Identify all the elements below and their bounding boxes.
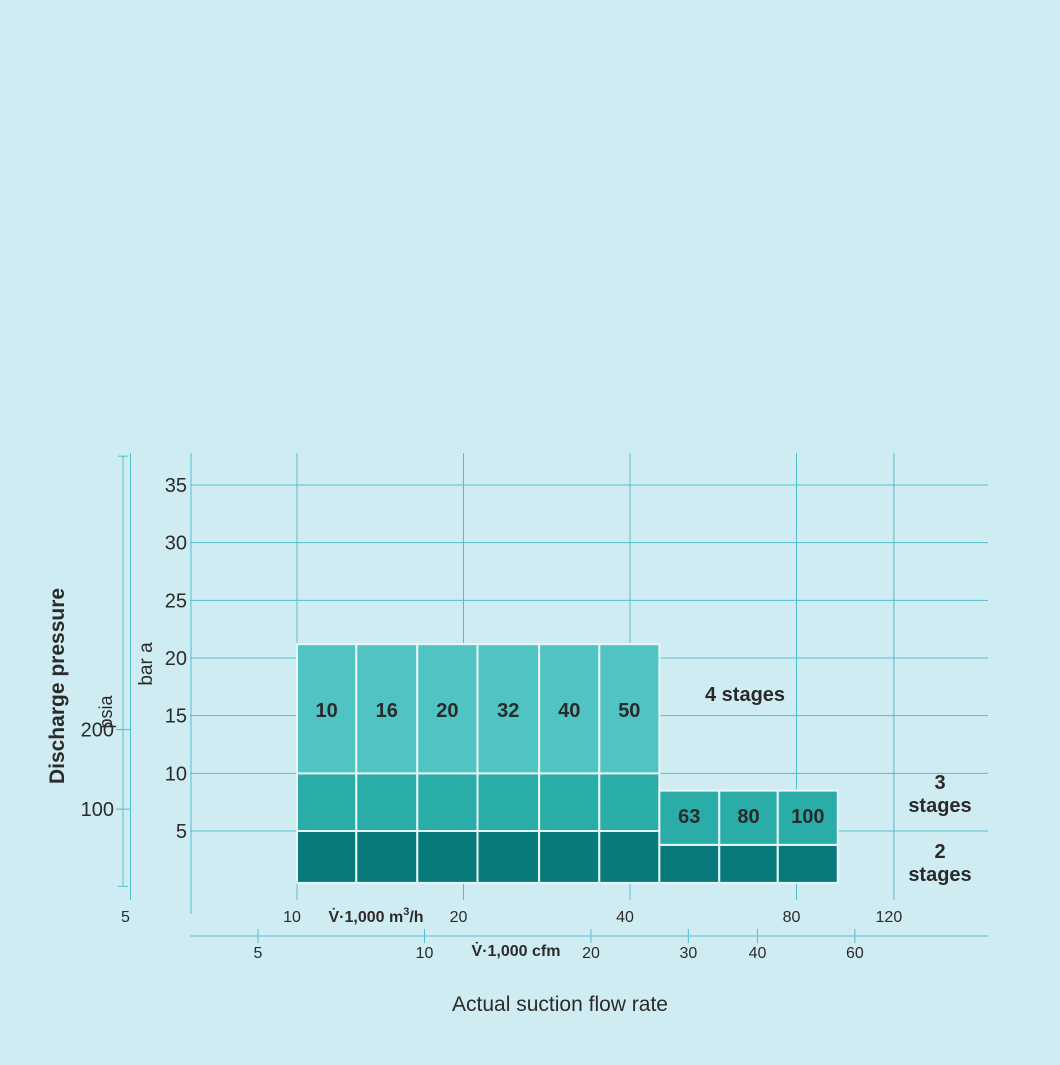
- axes-layer: 5 10 15 20 25 30 35 100 200 5 10 20 40 80 120 5 10 20 30 40…: [81, 453, 988, 962]
- bar-size-100-stage-2: [776, 843, 839, 884]
- bar-size-40-stage-3: [538, 772, 601, 832]
- bar-size-16-stage-3: [355, 772, 419, 832]
- bar-size-63-stage-2: [658, 843, 721, 884]
- stage-label-2-line-0: 2: [934, 841, 945, 863]
- bar-size-50-stage-2: [598, 830, 661, 884]
- x-cfm-tick-label-10: 10: [416, 945, 434, 962]
- y-tick-label-25: 25: [165, 590, 187, 612]
- stage-label-3: 3 stages: [908, 772, 971, 817]
- size-label-32: 32: [497, 700, 519, 722]
- y-tick-label-35: 35: [165, 475, 187, 497]
- bar-size-32-stage-4: [476, 643, 541, 775]
- x-m3h-tick-label-80: 80: [783, 909, 801, 926]
- y-axis-title: Discharge pressure: [46, 588, 69, 784]
- stage-label-4: 4 stages: [705, 684, 785, 706]
- x-cfm-tick-label-60: 60: [846, 945, 864, 962]
- size-label-40: 40: [558, 700, 580, 722]
- psia-tick-label-100: 100: [81, 799, 114, 821]
- x-cfm-tick-label-40: 40: [749, 945, 767, 962]
- bar-size-10-stage-3: [296, 772, 358, 832]
- x-cfm-tick-label-5: 5: [254, 945, 263, 962]
- size-label-20: 20: [436, 700, 458, 722]
- psia-tick-label-200: 200: [81, 720, 114, 742]
- psia-axis-label: psia: [96, 695, 116, 729]
- y-tick-label-20: 20: [165, 648, 187, 670]
- bar-size-20-stage-3: [416, 772, 479, 832]
- stage-label-3-line-1: stages: [908, 795, 971, 817]
- bar-size-16-stage-2: [355, 830, 419, 884]
- m3h-label-superscript: 3: [403, 906, 409, 918]
- cfm-axis-label: V̇·1,000 cfm: [472, 942, 561, 960]
- size-label-80: 80: [737, 806, 759, 828]
- m3h-label-suffix: /h: [409, 909, 423, 926]
- bar-size-40-stage-2: [538, 830, 601, 884]
- bar-size-50-stage-3: [598, 772, 661, 832]
- y-tick-label-30: 30: [165, 533, 187, 555]
- bar-size-50-stage-4: [598, 643, 661, 775]
- m3h-axis-label: V̇·1,000 m3/h: [328, 906, 423, 926]
- x-axis-title: Actual suction flow rate: [452, 993, 668, 1016]
- size-label-100: 100: [791, 806, 824, 828]
- x-m3h-tick-label-20: 20: [450, 909, 468, 926]
- size-label-16: 16: [376, 700, 398, 722]
- bars-layer: [296, 643, 839, 884]
- size-label-63: 63: [678, 806, 700, 828]
- size-label-50: 50: [618, 700, 640, 722]
- bar-size-20-stage-4: [416, 643, 479, 775]
- bar-size-40-stage-4: [538, 643, 601, 775]
- bar-size-32-stage-3: [476, 772, 541, 832]
- x-cfm-tick-label-30: 30: [679, 945, 697, 962]
- x-cfm-tick-label-20: 20: [582, 945, 600, 962]
- y-tick-label-5: 5: [176, 821, 187, 843]
- bar-size-32-stage-2: [476, 830, 541, 884]
- stage-label-2-line-1: stages: [908, 864, 971, 886]
- bar-size-100-stage-3: [776, 789, 839, 846]
- bar-size-20-stage-2: [416, 830, 479, 884]
- stage-label-2: 2 stages: [908, 841, 971, 886]
- stage-label-3-line-0: 3: [934, 772, 945, 794]
- x-m3h-tick-label-120: 120: [876, 909, 903, 926]
- x-m3h-tick-label-5: 5: [121, 909, 130, 926]
- y-tick-label-15: 15: [165, 706, 187, 728]
- bar-size-16-stage-4: [355, 643, 419, 775]
- x-m3h-tick-label-40: 40: [616, 909, 634, 926]
- bar-size-63-stage-3: [658, 789, 721, 846]
- bar-size-10-stage-2: [296, 830, 358, 884]
- size-label-10: 10: [316, 700, 338, 722]
- y-tick-label-10: 10: [165, 763, 187, 785]
- x-m3h-tick-label-10: 10: [283, 909, 301, 926]
- bar-size-80-stage-2: [718, 843, 779, 884]
- m3h-label-prefix: V̇·1,000 m: [328, 908, 403, 926]
- bar-axis-label: bar a: [136, 642, 157, 686]
